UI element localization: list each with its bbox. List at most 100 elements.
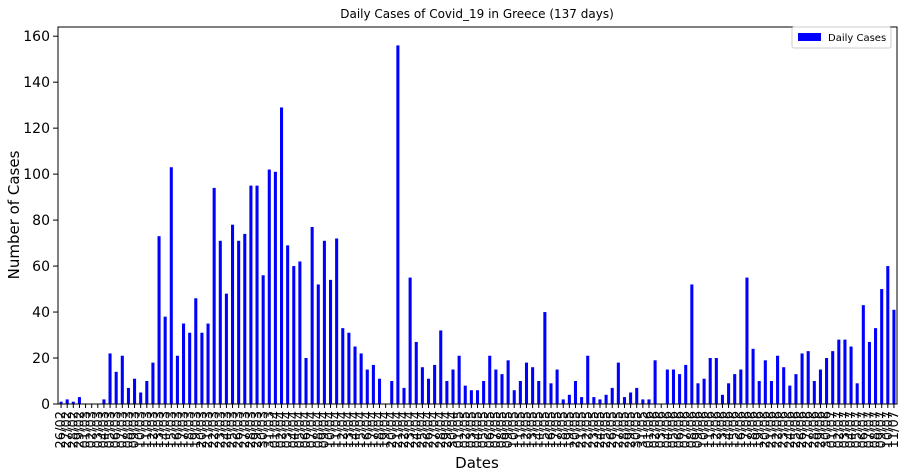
x-tick-label: 07/07: [862, 411, 877, 448]
bar-02/06: [653, 360, 657, 404]
y-tick-label: 80: [32, 213, 50, 229]
bar-27/03: [243, 233, 247, 404]
bar-30/03: [261, 275, 265, 404]
bar-14/05: [537, 381, 541, 404]
bar-04/05: [475, 390, 480, 404]
x-tick-label: 27/03: [238, 411, 253, 448]
x-tick-label: 29/04: [440, 411, 455, 448]
bar-08/07: [874, 328, 878, 404]
y-tick-label: 120: [23, 121, 50, 137]
x-tick-label: 20/05: [568, 411, 583, 448]
bar-09/06: [696, 383, 700, 404]
bar-15/03: [169, 167, 173, 404]
bar-26/04: [426, 378, 431, 404]
x-tick-label: 06/03: [109, 411, 124, 448]
x-tick-label: 16/05: [544, 411, 559, 448]
x-tick-label: 14/04: [348, 411, 363, 448]
x-tick-label: 04/06: [660, 411, 675, 448]
legend: Daily Cases: [791, 26, 892, 49]
x-tick-label: 07/03: [115, 411, 130, 448]
bar-24/03: [224, 293, 228, 404]
x-tick-label: 09/03: [128, 411, 143, 448]
x-tick-label: 29/06: [813, 411, 828, 448]
x-tick-label: 10/03: [134, 411, 149, 448]
bar-16/06: [739, 369, 743, 404]
x-tick-label: 15/03: [164, 411, 179, 448]
bar-31/03: [267, 169, 271, 404]
x-tick-label: 09/07: [875, 411, 890, 448]
x-tick-label: 14/05: [532, 411, 547, 448]
x-tick-label: 01/07: [826, 411, 841, 448]
x-tick-label: 11/03: [140, 411, 155, 448]
bar-05/07: [855, 383, 859, 404]
x-tick-label: 30/04: [446, 411, 461, 448]
x-tick-label: 09/04: [317, 411, 332, 448]
x-tick-label: 08/06: [685, 411, 700, 448]
bar-07/06: [684, 364, 688, 404]
bar-22/06: [776, 355, 780, 404]
x-tick-label: 11/06: [703, 411, 718, 448]
bar-11/03: [145, 381, 149, 404]
x-tick-label: 12/05: [519, 411, 534, 448]
x-tick-label: 19/04: [379, 411, 394, 448]
x-tick-label: 28/03: [244, 411, 259, 448]
bar-29/04: [445, 381, 449, 404]
x-tick-label: 27/04: [428, 411, 443, 448]
x-tick-label: 05/04: [293, 411, 308, 448]
x-tick-label: 10/06: [697, 411, 712, 448]
x-tick-label: 12/04: [336, 411, 351, 448]
bar-24/06: [788, 385, 792, 404]
x-tick-label: 14/03: [158, 411, 173, 448]
bar-17/06: [745, 277, 749, 404]
x-tick-label: 26/02: [54, 411, 69, 448]
x-tick-label: 08/04: [311, 411, 326, 448]
x-tick-label: 20/03: [195, 411, 210, 448]
bar-02/07: [837, 339, 841, 404]
x-tick-label: 22/03: [207, 411, 222, 448]
bar-20/04: [390, 381, 394, 404]
x-tick-label: 20/04: [385, 411, 400, 448]
bar-04/04: [292, 266, 296, 404]
bar-19/06: [757, 381, 761, 404]
x-tick-label: 17/04: [366, 411, 381, 448]
x-tick-label: 04/07: [844, 411, 859, 448]
x-tick-label: 09/06: [691, 411, 706, 448]
x-tick-label: 26/05: [605, 411, 620, 448]
bar-12/05: [524, 362, 529, 404]
bar-03/05: [469, 390, 473, 404]
bar-11/04: [335, 238, 339, 404]
bar-07/03: [120, 355, 124, 404]
x-tick-label: 03/06: [654, 411, 669, 448]
x-tick-label: 05/07: [850, 411, 865, 448]
x-tick-label: 23/03: [213, 411, 228, 448]
bar-27/04: [433, 364, 437, 404]
x-tick-label: 04/04: [287, 411, 302, 448]
bar-03/07: [843, 339, 847, 404]
y-axis: 0 20 40 60 80 100 120 140 160: [23, 29, 58, 413]
x-tick-label: 05/03: [103, 411, 118, 448]
bar-16/04: [365, 369, 369, 404]
bar-04/07: [849, 346, 853, 404]
bar-12/04: [341, 328, 345, 404]
bar-23/03: [218, 240, 222, 404]
bar-30/04: [451, 369, 455, 404]
x-tick-label: 02/05: [458, 411, 473, 448]
bar-13/06: [720, 394, 724, 404]
x-tick-label: 19/05: [562, 411, 577, 448]
y-tick-label: 160: [23, 29, 50, 45]
bar-01/04: [273, 171, 277, 404]
bar-04/03: [102, 399, 106, 404]
legend-swatch: [798, 33, 821, 41]
x-tick-label: 11/04: [330, 411, 345, 448]
x-tick-label: 08/07: [869, 411, 884, 448]
bar-11/07: [892, 309, 896, 404]
x-tick-label: 13/05: [526, 411, 541, 448]
x-tick-label: 07/04: [305, 411, 320, 448]
x-tick-label: 21/03: [201, 411, 216, 448]
bar-21/03: [206, 323, 210, 404]
x-tick-label: 25/04: [415, 411, 430, 448]
bars-group: [59, 45, 896, 405]
x-tick-label: 01/03: [79, 411, 94, 448]
x-tick-label: 01/06: [642, 411, 657, 448]
